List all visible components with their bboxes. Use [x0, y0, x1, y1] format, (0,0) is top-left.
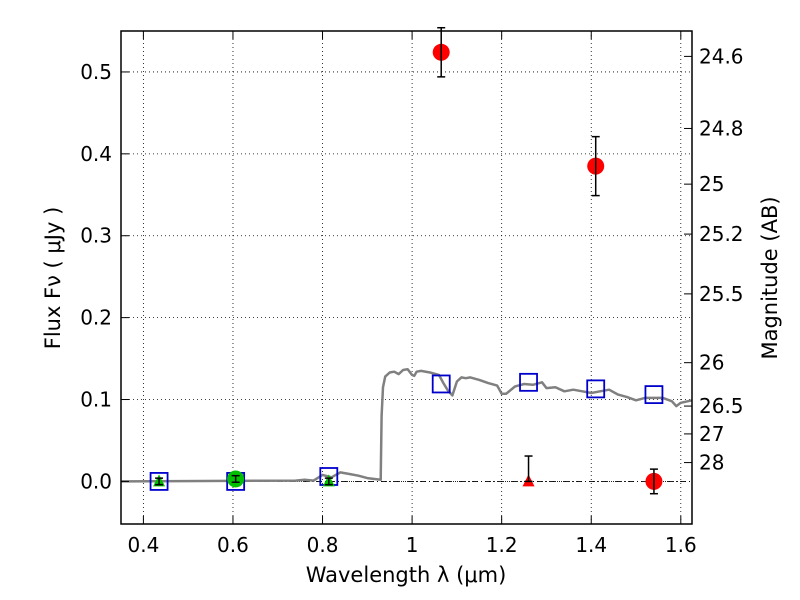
- model-photometry-square: [149, 472, 169, 491]
- x-tick-label: 1: [406, 533, 419, 557]
- right-tick-label: 28: [699, 451, 724, 475]
- error-bar: [324, 477, 333, 486]
- sed-model-path: [120, 367, 693, 483]
- error-bar: [231, 474, 240, 483]
- plot-frame: [120, 30, 693, 525]
- right-axis-label: Magnitude (AB): [758, 196, 782, 359]
- right-tick-label: 25.2: [699, 222, 744, 246]
- x-tick-label: 0.4: [127, 533, 159, 557]
- right-tick-label: 24.6: [699, 44, 744, 68]
- model-photometry-square: [586, 379, 606, 399]
- right-tick-label: 26.5: [699, 394, 744, 418]
- model-photometry-square: [519, 372, 538, 392]
- data-points: [149, 26, 664, 495]
- right-tick-label: 27: [699, 422, 724, 446]
- y-tick-label: 0.5: [80, 60, 112, 84]
- right-tick-label: 25: [699, 172, 724, 196]
- x-axis-label: Wavelength λ (μm): [306, 563, 507, 587]
- grid: [121, 31, 692, 524]
- x-tick-label: 1.2: [486, 533, 518, 557]
- x-tick-label: 0.6: [217, 533, 249, 557]
- y-tick-label: 0.0: [80, 469, 112, 493]
- error-bar: [649, 468, 658, 495]
- error-bar: [155, 477, 164, 486]
- x-tick-label: 1.4: [575, 533, 607, 557]
- y-tick-label: 0.2: [80, 306, 112, 330]
- y-tick-label: 0.1: [80, 388, 112, 412]
- y-axis-label: Flux Fν ( μJy ): [41, 207, 65, 350]
- y-tick-label: 0.3: [80, 224, 112, 248]
- error-bar: [591, 135, 600, 197]
- right-tick-label: 26: [699, 351, 724, 375]
- right-tick-label: 25.5: [699, 282, 744, 306]
- y-tick-label: 0.4: [80, 142, 112, 166]
- sed-model-line: [120, 367, 693, 483]
- model-photometry-square: [431, 374, 451, 394]
- model-photometry-square: [644, 385, 664, 405]
- x-tick-label: 0.8: [307, 533, 339, 557]
- right-tick-label: 24.8: [699, 116, 744, 140]
- upper-error-bar: [524, 455, 533, 483]
- error-bar: [437, 26, 446, 78]
- x-tick-label: 1.6: [665, 533, 697, 557]
- axis-ticks: 0.4 0.6 0.8 1 1.2 1.4 1.6 0.0 0.1 0.2 0.3 0.4 0.5 24.…: [80, 31, 744, 557]
